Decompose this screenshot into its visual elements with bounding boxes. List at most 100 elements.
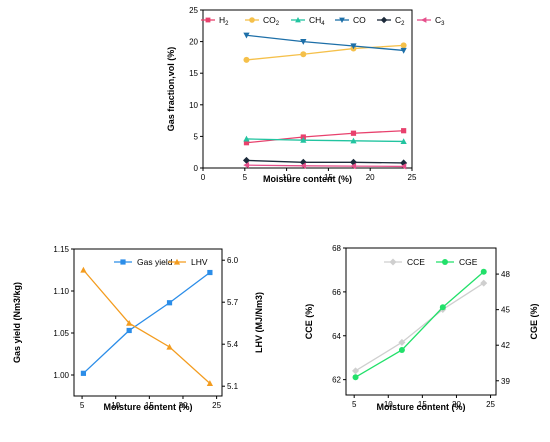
legend-label: H2: [219, 15, 229, 27]
data-point: [300, 39, 307, 45]
legend-marker: [205, 17, 211, 23]
x-tick-label: 5: [80, 401, 85, 410]
y-tick-label: 1.15: [53, 245, 69, 254]
y2-tick-label: 5.4: [227, 340, 239, 349]
data-point: [350, 43, 357, 50]
legend-label: LHV: [191, 257, 208, 267]
x-tick-label: 25: [212, 401, 221, 410]
x-tick-label: 20: [452, 400, 461, 409]
y-tick-label: 64: [332, 332, 341, 341]
x-tick-label: 20: [366, 173, 375, 182]
data-point: [400, 47, 407, 54]
y-tick-label: 15: [189, 69, 198, 78]
data-point: [400, 42, 407, 49]
series-line-lhv: [82, 269, 211, 384]
y-axis-label: Gas fraction,vol (%): [166, 47, 176, 132]
data-point: [350, 162, 357, 170]
plot-frame: [345, 247, 497, 396]
series-line-cce: [355, 282, 485, 372]
chart-panel-1: 0 5 10 15 20 25 0 5 10 15 20 25 Moisture content (%)…: [166, 6, 445, 184]
legend-marker: [442, 259, 448, 265]
y-axis-label: CCE (%): [304, 304, 314, 340]
x-tick-label: 15: [324, 173, 333, 182]
data-point: [243, 140, 250, 146]
data-point: [398, 346, 405, 353]
series-line-co2: [246, 44, 404, 61]
x-tick-label: 25: [486, 400, 495, 409]
series-line-c2: [246, 159, 404, 164]
data-point: [480, 268, 487, 275]
legend-marker: [249, 17, 255, 23]
y-tick-label: 68: [332, 244, 341, 253]
series-line-co: [246, 34, 404, 52]
legend-label: CCE: [407, 257, 425, 267]
legend-label: CGE: [459, 257, 478, 267]
data-point: [401, 128, 407, 134]
data-point: [80, 266, 87, 273]
data-point: [207, 269, 213, 276]
data-point: [480, 279, 488, 287]
y-tick-label: 25: [189, 6, 198, 15]
y-tick-label: 10: [189, 101, 198, 110]
y2-tick-label: 39: [501, 377, 510, 386]
x-tick-label: 10: [384, 400, 393, 409]
x-tick-label: 20: [179, 401, 188, 410]
legend-label: CH4: [309, 15, 325, 27]
y2-tick-label: 42: [501, 341, 510, 350]
legend-label: CO2: [263, 15, 280, 27]
x-tick-label: 10: [111, 401, 120, 410]
series-line-ch4: [246, 138, 404, 143]
y2-tick-label: 6.0: [227, 256, 239, 265]
legend-marker: [173, 258, 181, 265]
y-tick-label: 5: [194, 132, 199, 141]
legend-marker: [421, 17, 427, 23]
x-tick-label: 5: [352, 400, 357, 409]
series-line-c3: [246, 164, 404, 168]
data-point: [243, 135, 250, 142]
data-point: [352, 374, 359, 381]
data-point: [243, 32, 250, 39]
x-tick-label: 0: [201, 173, 206, 182]
x-tick-label: 15: [418, 400, 427, 409]
data-point: [243, 56, 250, 63]
y2-tick-label: 5.7: [227, 298, 239, 307]
y2-axis-label: CGE (%): [529, 303, 539, 339]
data-point: [350, 137, 357, 144]
y-axis-label: Gas yield (Nm3/kg): [12, 282, 22, 363]
legend-marker: [120, 259, 126, 265]
data-point: [352, 367, 360, 375]
data-point: [400, 138, 407, 145]
chart-panel-2: 5 10 15 20 25 1.00 1.05 1.10 1.15 5.1 5.4 5.7 6.0 Moi…: [12, 245, 264, 412]
y-tick-label: 1.00: [53, 371, 69, 380]
x-tick-label: 25: [408, 173, 417, 182]
data-point: [206, 380, 214, 386]
y-tick-label: 62: [332, 376, 341, 385]
y-tick-label: 20: [189, 38, 198, 47]
data-point: [166, 343, 173, 350]
x-axis-label: Moisture content (%): [263, 174, 352, 184]
data-point: [350, 130, 357, 136]
data-point: [166, 300, 173, 306]
data-point: [243, 162, 250, 169]
x-tick-label: 10: [282, 173, 291, 182]
y-tick-label: 66: [332, 288, 341, 297]
data-point: [300, 162, 306, 169]
x-tick-label: 5: [243, 173, 248, 182]
y2-tick-label: 5.1: [227, 382, 239, 391]
y-tick-label: 1.10: [53, 287, 69, 296]
legend-label: C2: [395, 15, 405, 27]
legend-marker: [389, 258, 397, 266]
legend-marker: [295, 17, 301, 23]
data-point: [398, 338, 406, 346]
plot-frame: [73, 248, 223, 397]
y2-axis-label: LHV (MJ/Nm3): [254, 292, 264, 353]
legend-marker: [339, 17, 345, 23]
data-point: [400, 163, 407, 170]
data-point: [242, 156, 250, 164]
y-tick-label: 0: [194, 164, 199, 173]
y2-tick-label: 45: [501, 306, 510, 315]
legend-label: CO: [353, 15, 366, 25]
data-point: [126, 327, 132, 334]
data-point: [300, 51, 307, 58]
